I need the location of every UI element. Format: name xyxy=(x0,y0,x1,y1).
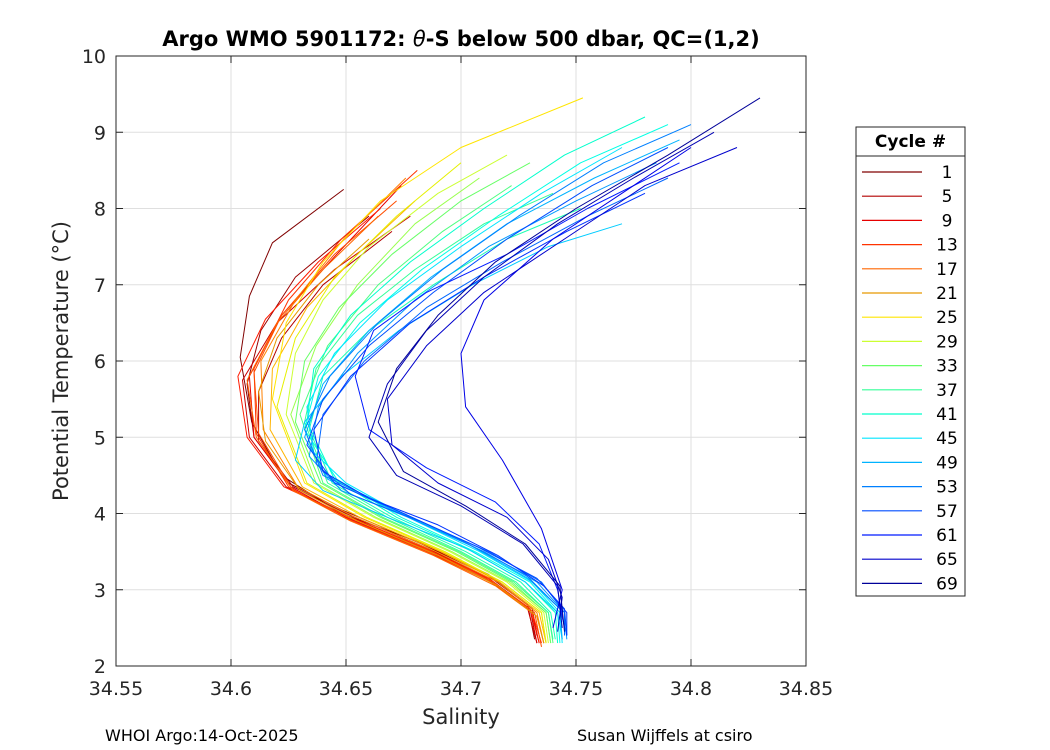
y-axis-ticks: 2 3 4 5 6 7 8 9 10 xyxy=(82,46,806,678)
x-tick-label: 34.55 xyxy=(89,678,143,700)
legend-label-cycle-1: 1 xyxy=(942,163,953,183)
legend-items: 1 5 9 13 17 21 25 29 33 37 41 45 49 53 57 61 65 69 xyxy=(862,163,958,594)
profile-cycle-63 xyxy=(460,147,692,629)
profile-cycle-37 xyxy=(304,192,554,640)
footer-right-credit: Susan Wijffels at csiro xyxy=(577,726,753,745)
legend-box xyxy=(855,126,966,597)
legend-label-cycle-17: 17 xyxy=(936,260,958,280)
legend-label-cycle-53: 53 xyxy=(936,478,958,498)
x-axis-label: Salinity xyxy=(422,705,500,729)
profile-cycle-55 xyxy=(315,177,669,636)
x-tick-label: 34.7 xyxy=(440,678,482,700)
profile-cycle-61 xyxy=(354,162,680,628)
profile-cycle-27 xyxy=(276,162,547,644)
y-tick-label: 6 xyxy=(94,351,106,373)
x-tick-label: 34.75 xyxy=(549,678,603,700)
legend-label-cycle-9: 9 xyxy=(942,211,953,231)
legend-label-cycle-57: 57 xyxy=(936,502,958,522)
data-traces xyxy=(237,97,761,647)
legend-label-cycle-61: 61 xyxy=(936,526,958,546)
y-tick-label: 10 xyxy=(82,46,106,68)
profile-cycle-23 xyxy=(269,200,547,644)
y-tick-label: 5 xyxy=(94,427,106,449)
legend-title: Cycle # xyxy=(875,132,946,152)
profile-cycle-35 xyxy=(299,185,554,644)
legend-label-cycle-29: 29 xyxy=(936,332,958,352)
profile-cycle-57 xyxy=(306,147,669,636)
legend-label-cycle-21: 21 xyxy=(936,284,958,304)
profile-cycle-69 xyxy=(377,97,761,632)
legend-label-cycle-33: 33 xyxy=(936,357,958,377)
x-tick-label: 34.65 xyxy=(319,678,373,700)
legend-label-cycle-65: 65 xyxy=(936,550,958,570)
y-tick-label: 7 xyxy=(94,275,106,297)
footer-left-credit: WHOI Argo:14-Oct-2025 xyxy=(105,726,299,745)
legend-label-cycle-25: 25 xyxy=(936,308,958,328)
legend-label-cycle-41: 41 xyxy=(936,405,958,425)
legend-label-cycle-5: 5 xyxy=(942,187,953,207)
profile-cycle-65 xyxy=(386,147,738,632)
y-tick-label: 8 xyxy=(94,199,106,221)
profile-cycle-29 xyxy=(285,154,549,644)
y-axis-label: Potential Temperature (°C) xyxy=(49,221,73,501)
x-tick-label: 34.8 xyxy=(670,678,712,700)
legend-label-cycle-69: 69 xyxy=(936,574,958,594)
profile-cycle-51 xyxy=(308,162,657,640)
y-tick-label: 9 xyxy=(94,122,106,144)
profile-cycle-53 xyxy=(304,124,692,636)
x-tick-label: 34.6 xyxy=(210,678,252,700)
x-axis-ticks: 34.55 34.6 34.65 34.7 34.75 34.8 34.85 xyxy=(89,56,833,700)
profile-cycle-67 xyxy=(368,131,715,628)
profile-cycle-33 xyxy=(294,162,552,644)
legend-label-cycle-37: 37 xyxy=(936,381,958,401)
y-tick-label: 4 xyxy=(94,504,106,526)
y-tick-label: 2 xyxy=(94,656,106,678)
chart-title: Argo WMO 5901172: θ-S below 500 dbar, QC… xyxy=(162,27,759,51)
legend-label-cycle-13: 13 xyxy=(936,236,958,256)
legend-label-cycle-49: 49 xyxy=(936,453,958,473)
profile-cycle-21 xyxy=(258,238,545,644)
x-tick-label: 34.85 xyxy=(779,678,833,700)
legend: Cycle # 1 5 9 13 17 21 25 29 33 37 41 45 49 53 57 61 65 6… xyxy=(855,126,966,597)
legend-label-cycle-45: 45 xyxy=(936,429,958,449)
y-tick-label: 3 xyxy=(94,580,106,602)
